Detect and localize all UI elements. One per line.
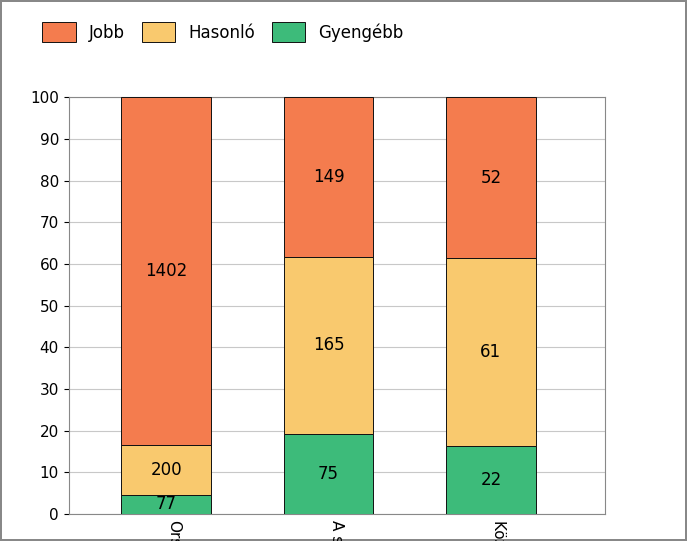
Text: 75: 75 — [318, 465, 339, 483]
Bar — [284, 97, 373, 257]
Text: 200: 200 — [150, 461, 182, 479]
Text: 61: 61 — [480, 343, 502, 361]
Text: 52: 52 — [480, 169, 502, 187]
Bar — [122, 495, 211, 514]
Bar — [284, 434, 373, 514]
Text: 22: 22 — [480, 471, 502, 489]
Text: 149: 149 — [313, 168, 344, 186]
Text: 77: 77 — [156, 496, 177, 513]
Bar — [447, 97, 536, 258]
Text: 165: 165 — [313, 337, 344, 354]
Legend: Jobb, Hasonló, Gyengébb: Jobb, Hasonló, Gyengébb — [34, 14, 412, 50]
Text: 1402: 1402 — [145, 262, 188, 280]
Bar — [122, 97, 211, 445]
Bar — [447, 446, 536, 514]
Bar — [447, 258, 536, 446]
Bar — [122, 445, 211, 495]
Bar — [284, 257, 373, 434]
